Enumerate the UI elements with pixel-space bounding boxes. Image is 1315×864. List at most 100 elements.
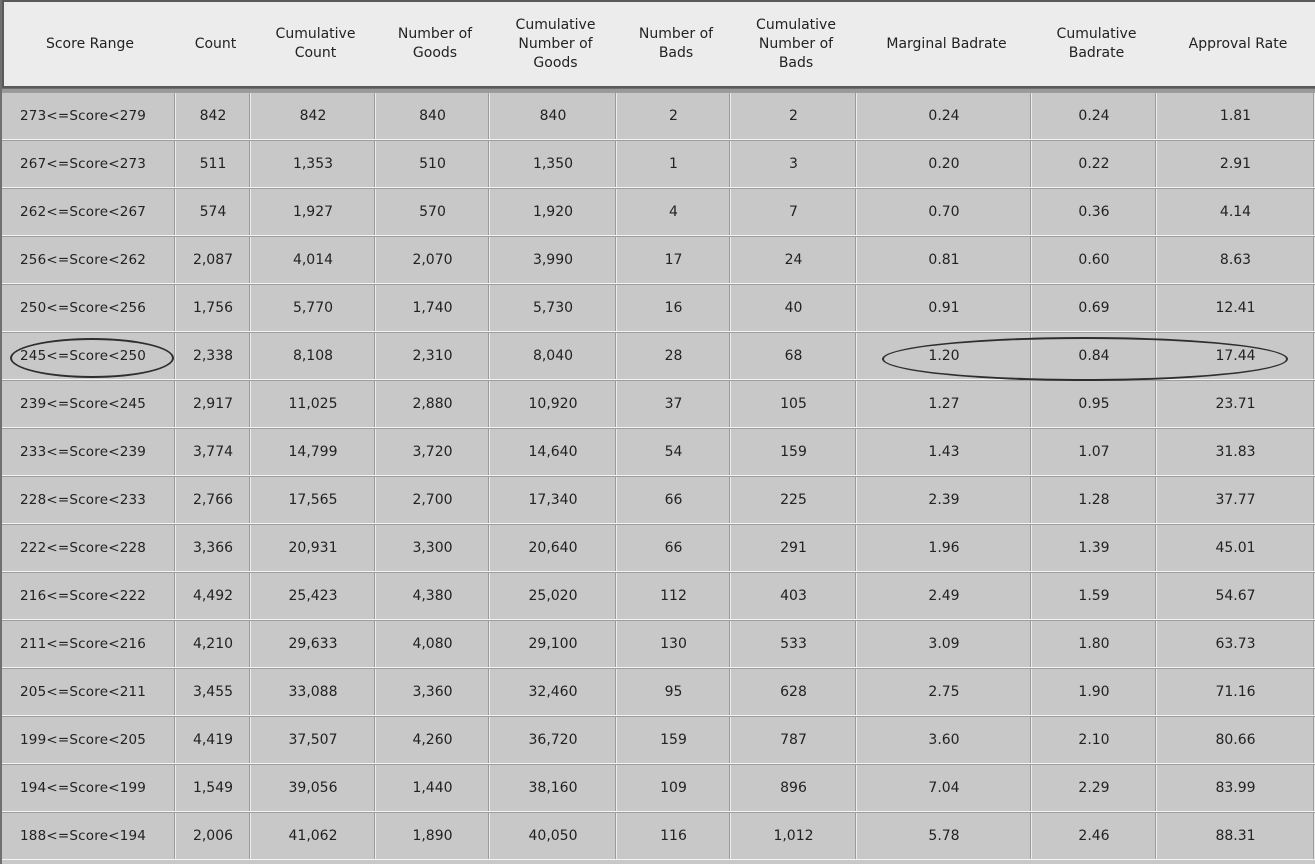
cell-cum-bads: 1,012 <box>731 813 857 859</box>
table-row[interactable]: 239<=Score<245 2,917 11,025 2,880 10,920 37 10… <box>2 380 1315 428</box>
table-row[interactable]: 222<=Score<228 3,366 20,931 3,300 20,640 66 29… <box>2 524 1315 572</box>
cell-count: 842 <box>176 93 251 139</box>
cell-cum-goods: 1,920 <box>490 189 617 235</box>
table-row[interactable]: 256<=Score<262 2,087 4,014 2,070 3,990 17 24 0.… <box>2 236 1315 284</box>
cell-approval-rate: 4.14 <box>1157 189 1315 235</box>
cell-cum-goods: 5,730 <box>490 285 617 331</box>
table-row[interactable]: 216<=Score<222 4,492 25,423 4,380 25,020 112 4… <box>2 572 1315 620</box>
table-row[interactable]: 233<=Score<239 3,774 14,799 3,720 14,640 54 15… <box>2 428 1315 476</box>
column-header-count[interactable]: Count <box>194 35 237 52</box>
cell-cum-count: 41,062 <box>251 813 376 859</box>
cell-range: 194<=Score<199 <box>0 765 176 811</box>
cell-cum-goods: 1,350 <box>490 141 617 187</box>
cell-goods: 840 <box>376 93 490 139</box>
cell-count: 2,766 <box>176 477 251 523</box>
cell-approval-rate: 63.73 <box>1157 621 1315 667</box>
column-header-cum-count[interactable]: Cumulative Count <box>275 26 356 61</box>
cell-bads: 159 <box>617 717 731 763</box>
table-row[interactable]: 262<=Score<267 574 1,927 570 1,920 4 7 0.70 0.36… <box>2 188 1315 236</box>
cell-marginal-badrate: 3.09 <box>857 621 1032 667</box>
table-row[interactable]: 194<=Score<199 1,549 39,056 1,440 38,160 109 8… <box>2 764 1315 812</box>
cell-goods: 4,260 <box>376 717 490 763</box>
cell-cum-count: 17,565 <box>251 477 376 523</box>
cell-cum-badrate: 1.59 <box>1032 573 1157 619</box>
cell-bads: 54 <box>617 429 731 475</box>
cell-cum-count: 14,799 <box>251 429 376 475</box>
column-header-marginal-badrate[interactable]: Marginal Badrate <box>886 35 1007 52</box>
cell-approval-rate: 80.66 <box>1157 717 1315 763</box>
column-header-range[interactable]: Score Range <box>45 35 135 52</box>
table-row[interactable]: 250<=Score<256 1,756 5,770 1,740 5,730 16 40 0.… <box>2 284 1315 332</box>
cell-range: 199<=Score<205 <box>0 717 176 763</box>
cell-goods: 2,700 <box>376 477 490 523</box>
cell-bads: 66 <box>617 477 731 523</box>
cell-range: 250<=Score<256 <box>0 285 176 331</box>
cell-approval-rate: 54.67 <box>1157 573 1315 619</box>
table-row[interactable]: 245<=Score<250 2,338 8,108 2,310 8,040 28 68 1.… <box>2 332 1315 380</box>
cell-cum-badrate: 1.07 <box>1032 429 1157 475</box>
cell-bads: 2 <box>617 93 731 139</box>
table-row[interactable]: 211<=Score<216 4,210 29,633 4,080 29,100 130 5… <box>2 620 1315 668</box>
cell-goods: 570 <box>376 189 490 235</box>
cell-cum-goods: 38,160 <box>490 765 617 811</box>
cell-goods: 1,740 <box>376 285 490 331</box>
cell-count: 511 <box>176 141 251 187</box>
table-row[interactable]: 228<=Score<233 2,766 17,565 2,700 17,340 66 22… <box>2 476 1315 524</box>
cell-goods: 3,300 <box>376 525 490 571</box>
cell-count: 4,492 <box>176 573 251 619</box>
cell-approval-rate: 23.71 <box>1157 381 1315 427</box>
table-row[interactable]: 205<=Score<211 3,455 33,088 3,360 32,460 95 62… <box>2 668 1315 716</box>
column-header-bads[interactable]: Number of Bads <box>638 26 714 61</box>
cell-count: 3,774 <box>176 429 251 475</box>
cell-goods: 1,440 <box>376 765 490 811</box>
table-row[interactable]: 188<=Score<194 2,006 41,062 1,890 40,050 116 1… <box>2 812 1315 860</box>
column-header-cum-bads[interactable]: Cumulative Number of Bads <box>756 16 836 71</box>
column-header-cum-goods[interactable]: Cumulative Number of Goods <box>515 16 596 71</box>
cell-cum-count: 1,927 <box>251 189 376 235</box>
cell-count: 4,419 <box>176 717 251 763</box>
cell-goods: 3,360 <box>376 669 490 715</box>
cell-marginal-badrate: 0.70 <box>857 189 1032 235</box>
cell-cum-badrate: 2.10 <box>1032 717 1157 763</box>
cell-count: 1,549 <box>176 765 251 811</box>
cell-cum-bads: 628 <box>731 669 857 715</box>
cell-goods: 4,380 <box>376 573 490 619</box>
cell-range: 256<=Score<262 <box>0 237 176 283</box>
cell-cum-goods: 32,460 <box>490 669 617 715</box>
cell-cum-count: 39,056 <box>251 765 376 811</box>
cell-cum-goods: 8,040 <box>490 333 617 379</box>
cell-goods: 510 <box>376 141 490 187</box>
cell-count: 3,455 <box>176 669 251 715</box>
cell-approval-rate: 88.31 <box>1157 813 1315 859</box>
cell-range: 262<=Score<267 <box>0 189 176 235</box>
cell-cum-count: 5,770 <box>251 285 376 331</box>
cell-bads: 28 <box>617 333 731 379</box>
cell-count: 3,366 <box>176 525 251 571</box>
cell-marginal-badrate: 0.24 <box>857 93 1032 139</box>
cell-cum-badrate: 1.80 <box>1032 621 1157 667</box>
cell-cum-goods: 17,340 <box>490 477 617 523</box>
cell-count: 4,210 <box>176 621 251 667</box>
cell-cum-badrate: 0.24 <box>1032 93 1157 139</box>
cell-cum-bads: 7 <box>731 189 857 235</box>
cell-approval-rate: 8.63 <box>1157 237 1315 283</box>
column-header-goods[interactable]: Number of Goods <box>397 26 473 61</box>
cell-cum-goods: 10,920 <box>490 381 617 427</box>
cell-range: 239<=Score<245 <box>0 381 176 427</box>
column-header-approval-rate[interactable]: Approval Rate <box>1188 35 1288 52</box>
cell-cum-badrate: 2.29 <box>1032 765 1157 811</box>
cell-cum-count: 29,633 <box>251 621 376 667</box>
cell-approval-rate: 1.81 <box>1157 93 1315 139</box>
cell-marginal-badrate: 1.27 <box>857 381 1032 427</box>
cell-marginal-badrate: 0.91 <box>857 285 1032 331</box>
cell-cum-count: 8,108 <box>251 333 376 379</box>
cell-cum-badrate: 0.69 <box>1032 285 1157 331</box>
table-row[interactable]: 199<=Score<205 4,419 37,507 4,260 36,720 159 7… <box>2 716 1315 764</box>
table-row[interactable]: 273<=Score<279 842 842 840 840 2 2 0.24 0.24 1.81 <box>2 92 1315 140</box>
cell-bads: 16 <box>617 285 731 331</box>
column-header-cum-badrate[interactable]: Cumulative Badrate <box>1056 26 1137 61</box>
table-row[interactable]: 267<=Score<273 511 1,353 510 1,350 1 3 0.20 0.22… <box>2 140 1315 188</box>
cell-cum-badrate: 0.22 <box>1032 141 1157 187</box>
cell-bads: 95 <box>617 669 731 715</box>
cell-cum-badrate: 0.36 <box>1032 189 1157 235</box>
